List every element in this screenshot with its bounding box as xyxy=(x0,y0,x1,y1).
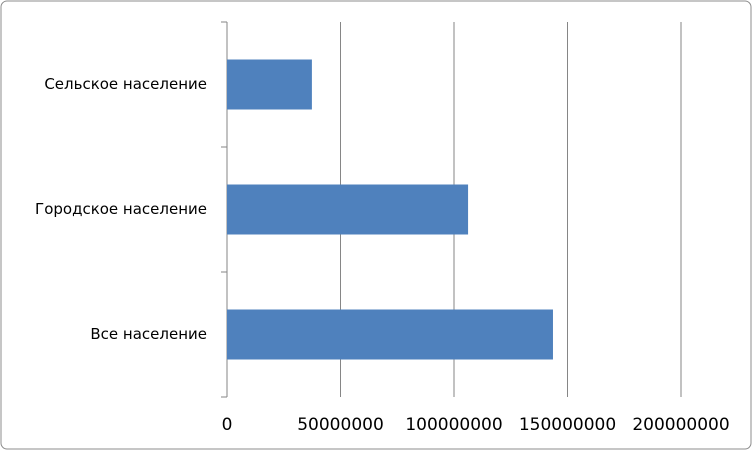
x-tick-label: 200000000 xyxy=(632,415,729,435)
y-tick-label: Все население xyxy=(90,325,207,343)
bar xyxy=(227,184,469,235)
y-tick-label: Сельское население xyxy=(44,75,207,93)
y-tick-label: Городское население xyxy=(35,200,207,218)
bar xyxy=(227,59,312,110)
bar xyxy=(227,309,553,360)
x-tick-label: 150000000 xyxy=(519,415,616,435)
x-tick-label: 50000000 xyxy=(297,415,384,435)
x-tick-label: 0 xyxy=(222,415,233,435)
x-tick-label: 100000000 xyxy=(405,415,502,435)
